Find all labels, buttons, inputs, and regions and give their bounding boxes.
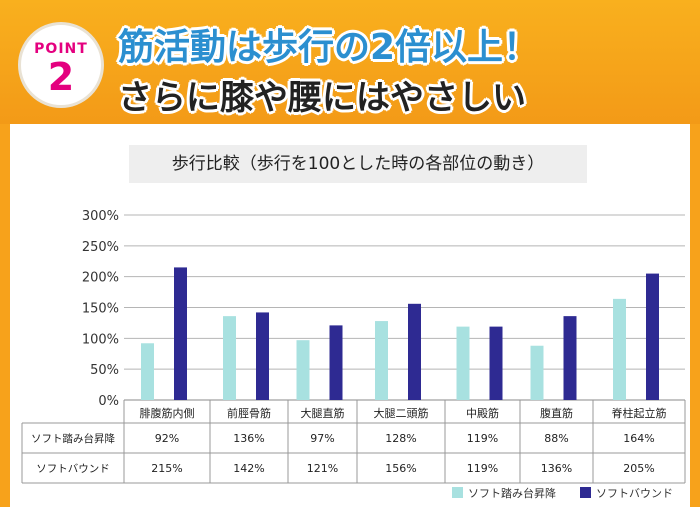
y-tick-label: 50% bbox=[90, 363, 119, 378]
x-category-label: 中殿筋 bbox=[466, 406, 499, 420]
data-label-series-2: 121% bbox=[307, 462, 338, 475]
legend-label-series-1: ソフト踏み台昇降 bbox=[468, 487, 556, 500]
bar-series-2 bbox=[174, 267, 187, 400]
bar-series-1 bbox=[456, 326, 470, 400]
legend-item-series-1: ソフト踏み台昇降 bbox=[452, 485, 556, 501]
data-label-series-2: 119% bbox=[467, 462, 498, 475]
bar-series-2 bbox=[489, 326, 503, 400]
y-tick-label: 250% bbox=[82, 240, 119, 255]
x-category-label: 大腿二頭筋 bbox=[374, 406, 429, 420]
data-label-series-1: 128% bbox=[385, 432, 416, 445]
legend-label-series-2: ソフトバウンド bbox=[596, 487, 673, 500]
bar-series-2 bbox=[646, 273, 659, 400]
x-category-label: 腹直筋 bbox=[540, 406, 573, 420]
chart-title: 歩行比較（歩行を100とした時の各部位の動き） bbox=[129, 145, 587, 183]
x-category-label: 前脛骨筋 bbox=[227, 406, 271, 420]
y-tick-label: 150% bbox=[82, 302, 119, 317]
data-label-series-1: 119% bbox=[467, 432, 498, 445]
bar-series-2 bbox=[329, 325, 343, 400]
bar-series-1 bbox=[223, 316, 236, 400]
legend-swatch-series-1 bbox=[452, 487, 463, 498]
point-badge: POINT 2 bbox=[18, 22, 104, 108]
data-label-series-1: 88% bbox=[544, 432, 568, 445]
x-category-label: 腓腹筋内側 bbox=[140, 406, 195, 420]
data-label-series-2: 205% bbox=[623, 462, 654, 475]
header-banner: POINT 2 筋活動は歩行の2倍以上！ さらに膝や腰にはやさしい bbox=[0, 0, 700, 124]
table-row-header: ソフトバウンド bbox=[36, 463, 110, 475]
bar-series-1 bbox=[613, 298, 626, 400]
chart-panel bbox=[10, 124, 690, 507]
legend-swatch-series-2 bbox=[580, 487, 591, 498]
bar-series-2 bbox=[408, 303, 421, 400]
data-label-series-1: 97% bbox=[310, 432, 334, 445]
bar-series-1 bbox=[530, 345, 544, 400]
y-tick-label: 200% bbox=[82, 271, 119, 286]
y-tick-label: 100% bbox=[82, 332, 119, 347]
data-label-series-2: 215% bbox=[151, 462, 182, 475]
data-label-series-2: 156% bbox=[385, 462, 416, 475]
data-label-series-2: 142% bbox=[233, 462, 264, 475]
bar-series-2 bbox=[256, 312, 269, 400]
table-row-header: ソフト踏み台昇降 bbox=[31, 432, 115, 445]
y-tick-label: 300% bbox=[82, 209, 119, 224]
bar-series-2 bbox=[563, 316, 577, 400]
data-label-series-1: 92% bbox=[155, 432, 179, 445]
bar-series-1 bbox=[296, 340, 310, 400]
x-category-label: 脊柱起立筋 bbox=[612, 406, 667, 420]
y-tick-label: 0% bbox=[98, 394, 119, 409]
data-label-series-1: 136% bbox=[233, 432, 264, 445]
point-badge-number: 2 bbox=[47, 55, 75, 99]
data-label-series-2: 136% bbox=[541, 462, 572, 475]
x-category-label: 大腿直筋 bbox=[301, 406, 345, 420]
bar-series-1 bbox=[141, 343, 154, 400]
headline-sub: さらに膝や腰にはやさしい bbox=[118, 78, 526, 118]
point-badge-word: POINT bbox=[34, 41, 88, 57]
headline-main: 筋活動は歩行の2倍以上！ bbox=[118, 27, 540, 68]
bar-series-1 bbox=[375, 321, 388, 400]
data-label-series-1: 164% bbox=[623, 432, 654, 445]
legend-item-series-2: ソフトバウンド bbox=[580, 485, 673, 501]
